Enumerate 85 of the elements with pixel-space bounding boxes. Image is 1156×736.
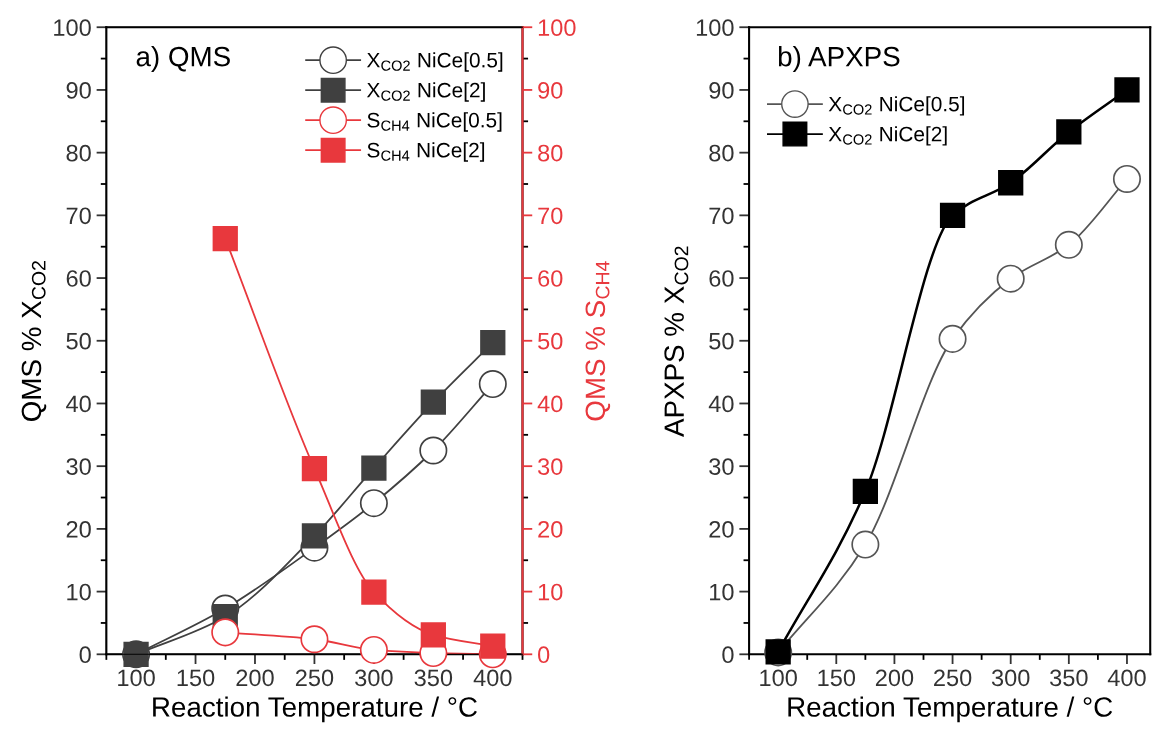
point: [212, 225, 238, 252]
y-tick-label: 50: [66, 332, 91, 350]
legend-label: X$_{CO2}$ NiCe[0.5]: [366, 52, 503, 72]
point: [359, 489, 388, 518]
y2-tick-label: 50: [538, 332, 563, 350]
y2-tick-label: 0: [538, 646, 550, 664]
y-tick-label: 40: [708, 395, 734, 413]
x-tick-label: 150: [818, 669, 856, 687]
y-tick-label: 70: [66, 207, 91, 225]
y-tick-label: 20: [66, 520, 91, 538]
y-tick-label: 30: [66, 458, 91, 475]
y-tick-label: 90: [709, 82, 734, 99]
point: [1114, 77, 1140, 103]
y-tick-label: 60: [66, 270, 91, 287]
point: [1054, 230, 1083, 259]
y-tick-label: 0: [79, 646, 91, 664]
legend-label: X$_{CO2}$ NiCe[2]: [366, 82, 485, 102]
x-tick-label: 300: [991, 669, 1030, 687]
point: [852, 478, 878, 504]
point: [478, 370, 507, 399]
point: [996, 264, 1025, 293]
legend-label: X$_{CO2}$ NiCe[2]: [828, 126, 947, 146]
y-tick-label: 40: [66, 395, 91, 413]
y-tick-label: 90: [66, 82, 91, 99]
point: [211, 618, 240, 647]
y2-tick-label: 60: [538, 270, 563, 287]
point: [1056, 119, 1082, 145]
x-tick-label: 200: [875, 669, 914, 687]
legend-label: X$_{CO2}$ NiCe[0.5]: [828, 96, 965, 116]
point: [420, 622, 446, 648]
x-tick-label: 400: [473, 669, 512, 687]
point: [480, 633, 506, 659]
x-axis-title: Reaction Temperature / °C: [153, 696, 477, 723]
point: [480, 330, 506, 356]
point: [938, 324, 967, 353]
point: [361, 455, 387, 481]
y2-tick-label: 90: [538, 82, 563, 99]
y2-axis-title: QMS % S$_{CH4}$: [585, 261, 611, 421]
y-tick-label: 100: [54, 19, 91, 37]
x-tick-label: 250: [295, 669, 334, 687]
x-tick-label: 100: [118, 669, 155, 687]
y-tick-label: 70: [709, 207, 734, 225]
y-tick-label: 10: [67, 583, 91, 601]
y-tick-label: 80: [66, 144, 91, 162]
point: [851, 530, 880, 559]
x-tick-label: 400: [1107, 669, 1146, 687]
x-tick-label: 150: [177, 669, 215, 687]
legend-label: S$_{CH4}$ NiCe[0.5]: [367, 112, 502, 132]
x-axis-title: Reaction Temperature / °C: [788, 696, 1113, 723]
y2-tick-label: 20: [538, 520, 563, 538]
legend-label: S$_{CH4}$ NiCe[2]: [367, 142, 485, 162]
y-axis-title: APXPS % X$_{CO2}$: [664, 246, 689, 437]
point: [939, 202, 966, 228]
point: [300, 625, 329, 654]
point: [359, 635, 388, 664]
y2-tick-label: 70: [538, 207, 563, 225]
y-tick-label: 10: [710, 583, 734, 601]
point: [301, 456, 328, 482]
text: b) APXPS: [778, 46, 900, 72]
point: [419, 436, 448, 465]
x-tick-label: 350: [1050, 669, 1088, 687]
x-tick-label: 200: [236, 669, 274, 687]
point: [1112, 164, 1141, 194]
y2-tick-label: 10: [538, 583, 563, 601]
y2-tick-label: 80: [538, 144, 563, 162]
x-tick-label: 350: [414, 669, 453, 687]
point: [301, 523, 328, 549]
point: [998, 170, 1024, 196]
y-tick-label: 80: [709, 144, 734, 162]
y2-tick-label: 30: [538, 458, 563, 475]
point: [420, 389, 446, 415]
y-tick-label: 50: [709, 332, 734, 350]
y-tick-label: 60: [709, 270, 734, 287]
y-axis-title: QMS % X$_{CO2}$: [21, 261, 47, 421]
x-tick-label: 250: [934, 669, 972, 687]
y-tick-label: 0: [722, 646, 734, 664]
x-tick-label: 100: [760, 669, 797, 687]
x-tick-label: 300: [355, 669, 393, 687]
y2-tick-label: 40: [537, 395, 563, 413]
y-tick-label: 30: [709, 458, 734, 475]
y2-tick-label: 100: [538, 19, 576, 37]
y-tick-label: 20: [709, 520, 734, 538]
point: [361, 579, 387, 605]
y-tick-label: 100: [696, 19, 734, 37]
text: a) QMS: [136, 46, 230, 72]
